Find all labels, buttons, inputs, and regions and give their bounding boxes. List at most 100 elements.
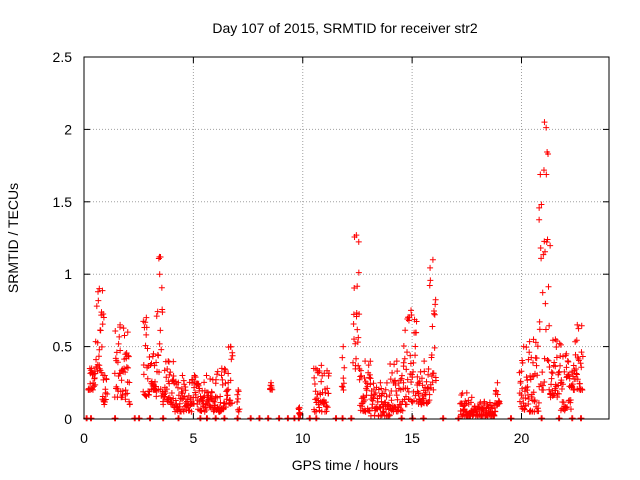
data-point [159, 309, 166, 316]
data-point [425, 371, 432, 378]
data-point [117, 321, 124, 328]
x-axis-label: GPS time / hours [292, 457, 399, 473]
data-point [494, 391, 501, 398]
data-point [392, 382, 399, 389]
data-point [143, 314, 150, 321]
data-point [543, 124, 550, 131]
data-point [198, 407, 205, 414]
data-point [204, 415, 211, 422]
data-point [421, 358, 428, 365]
data-point [88, 415, 95, 422]
data-point [176, 400, 183, 407]
data-point [340, 375, 347, 382]
data-point [163, 386, 170, 393]
data-point [318, 378, 325, 385]
data-point [149, 353, 156, 360]
data-point [325, 390, 332, 397]
data-point [228, 356, 235, 363]
data-point [339, 354, 346, 361]
data-point [136, 415, 143, 422]
data-point [567, 397, 574, 404]
data-point [158, 346, 165, 353]
data-point [559, 353, 566, 360]
data-point [222, 366, 229, 373]
data-point [413, 329, 420, 336]
data-point [350, 320, 357, 327]
data-point [542, 326, 549, 333]
data-point [167, 369, 174, 376]
data-point [112, 415, 119, 422]
data-point [162, 390, 169, 397]
data-point [412, 352, 419, 359]
data-point [166, 371, 173, 378]
data-point [100, 314, 107, 321]
data-point [531, 408, 538, 415]
data-point [419, 392, 426, 399]
data-point [519, 359, 526, 366]
data-point [93, 303, 100, 310]
data-point [323, 403, 330, 410]
data-point [555, 369, 562, 376]
data-point [565, 358, 572, 365]
data-point [391, 361, 398, 368]
data-point [353, 232, 360, 239]
plot-frame [83, 56, 610, 420]
data-point [218, 372, 225, 379]
data-point [417, 368, 424, 375]
data-point [535, 408, 542, 415]
data-point [316, 367, 323, 374]
data-point [338, 383, 345, 390]
data-point [160, 401, 167, 408]
data-point [399, 407, 406, 414]
data-point [537, 171, 544, 178]
data-point [179, 390, 186, 397]
data-point [541, 355, 548, 362]
data-point [491, 412, 498, 419]
data-point [87, 380, 94, 387]
data-point [381, 390, 388, 397]
data-point [530, 336, 537, 343]
data-point [213, 415, 220, 422]
data-point [355, 269, 362, 276]
data-point [116, 333, 123, 340]
data-point [217, 393, 224, 400]
data-point [144, 375, 151, 382]
data-point [551, 359, 558, 366]
data-point [523, 344, 530, 351]
data-point [296, 404, 303, 411]
data-point [115, 340, 122, 347]
data-point [570, 373, 577, 380]
data-point [539, 289, 546, 296]
data-point [197, 415, 204, 422]
data-point [122, 396, 129, 403]
data-point [155, 352, 162, 359]
data-point [219, 376, 226, 383]
data-point [362, 358, 369, 365]
data-point [153, 313, 160, 320]
data-point [94, 339, 101, 346]
data-point [557, 353, 564, 360]
data-point [407, 360, 414, 367]
data-point [168, 390, 175, 397]
data-point [208, 389, 215, 396]
data-point [143, 324, 150, 331]
data-point [524, 383, 531, 390]
data-point [147, 415, 154, 422]
data-point [404, 349, 411, 356]
data-point [536, 326, 543, 333]
data-point [164, 366, 171, 373]
data-point [225, 370, 232, 377]
data-point [152, 378, 159, 385]
data-point [518, 368, 525, 375]
data-point [539, 369, 546, 376]
data-point [486, 399, 493, 406]
data-point [535, 399, 542, 406]
data-point [351, 336, 358, 343]
data-point [161, 393, 168, 400]
data-point [356, 376, 363, 383]
data-point [516, 398, 523, 405]
data-point [312, 396, 319, 403]
data-point [358, 372, 365, 379]
data-point [276, 415, 283, 422]
data-point [340, 387, 347, 394]
